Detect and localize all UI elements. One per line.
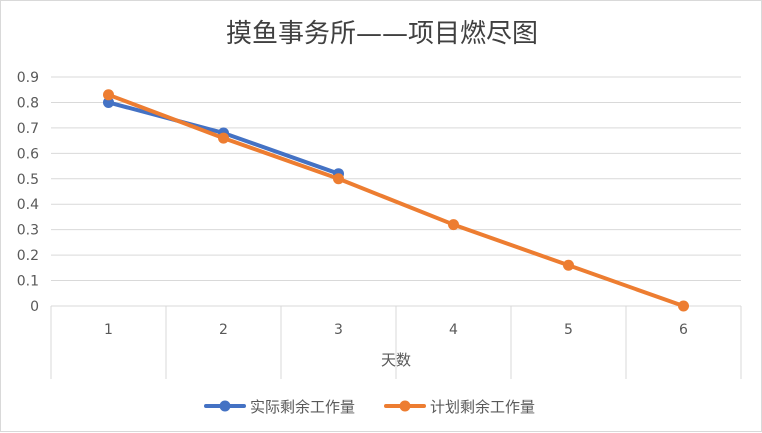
legend: 实际剩余工作量 计划剩余工作量 <box>204 398 535 416</box>
y-tick-label: 0.3 <box>17 223 39 239</box>
y-tick-label: 0.6 <box>17 146 39 162</box>
x-tick-label: 1 <box>104 322 113 338</box>
x-tick-label: 5 <box>564 322 573 338</box>
legend-label: 计划剩余工作量 <box>430 398 535 416</box>
x-tick-label: 6 <box>679 322 688 338</box>
x-tick-label: 2 <box>219 322 228 338</box>
y-tick-label: 0.7 <box>17 121 39 137</box>
series-1 <box>103 89 689 312</box>
legend-marker <box>219 400 231 412</box>
series-line <box>106 92 686 308</box>
x-axis-title: 天数 <box>381 351 411 369</box>
data-point <box>103 96 114 108</box>
legend-item: 计划剩余工作量 <box>384 398 535 416</box>
data-point <box>218 132 229 144</box>
y-tick-label: 0.1 <box>17 274 39 290</box>
chart-title: 摸鱼事务所——项目燃尽图 <box>226 19 538 49</box>
legend-item: 实际剩余工作量 <box>204 398 355 416</box>
legend-label: 实际剩余工作量 <box>250 398 355 416</box>
series-lines <box>103 89 689 312</box>
y-axis-ticks: 0 0.1 0.2 0.3 0.4 0.5 0.6 0.7 0.8 0.9 <box>17 70 39 315</box>
x-tick-label: 4 <box>449 322 458 338</box>
data-point <box>448 219 459 231</box>
y-tick-label: 0 <box>30 299 39 315</box>
x-axis-ticks: 1 2 3 4 5 6 <box>104 322 688 338</box>
legend-marker <box>399 400 411 412</box>
data-point <box>103 89 114 101</box>
data-point <box>333 173 344 185</box>
y-tick-label: 0.2 <box>17 248 39 264</box>
data-point <box>678 300 689 312</box>
y-tick-label: 0.5 <box>17 172 39 188</box>
y-tick-label: 0.4 <box>17 197 39 213</box>
x-tick-label: 3 <box>334 322 343 338</box>
y-tick-label: 0.8 <box>17 95 39 111</box>
axis-lines <box>50 305 742 379</box>
gridlines <box>51 76 741 282</box>
data-point <box>563 259 574 271</box>
y-tick-label: 0.9 <box>17 70 39 86</box>
